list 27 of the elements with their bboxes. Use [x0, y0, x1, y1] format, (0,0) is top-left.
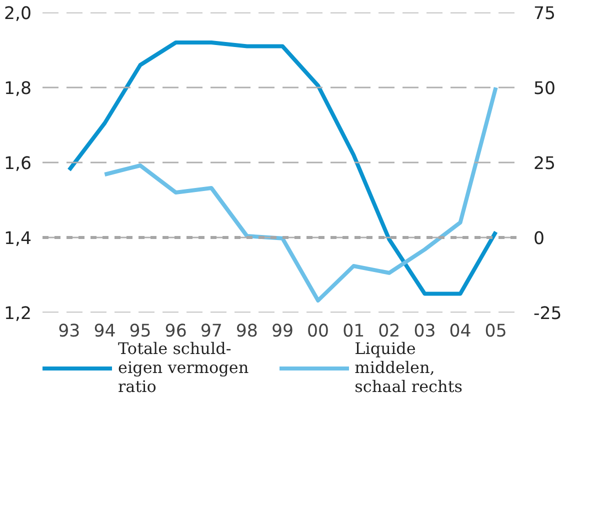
- x-tick-label: 95: [129, 322, 152, 342]
- x-tick-label: 98: [236, 322, 258, 342]
- y-tick-label: 1,4: [4, 229, 32, 249]
- line-series: [102, 86, 498, 302]
- x-tick-label: 99: [271, 322, 294, 342]
- y2-tick-label: -25: [534, 304, 562, 324]
- x-tick-label: 97: [200, 322, 222, 342]
- x-tick-label: 96: [164, 322, 187, 342]
- x-tick-label: 94: [94, 322, 116, 342]
- y2-tick-label: 25: [534, 154, 556, 174]
- y-tick-label: 1,6: [4, 154, 32, 174]
- y2-tick-label: 75: [534, 4, 556, 24]
- x-tick-label: 05: [484, 322, 507, 342]
- x-tick-label: 04: [449, 322, 472, 342]
- x-tick-label: 93: [58, 322, 80, 342]
- legend-label: Totale schuld-eigen vermogen ratio: [118, 339, 249, 396]
- x-tick-label: 01: [342, 322, 365, 342]
- y-tick-label: 1,2: [4, 304, 32, 324]
- x-tick-label: 00: [307, 322, 330, 342]
- y-tick-label: 2,0: [4, 4, 32, 24]
- x-tick-label: 02: [378, 322, 400, 342]
- x-tick-label: 03: [414, 322, 436, 342]
- y-tick-label: 1,8: [4, 79, 32, 99]
- legend-label: Liquide middelen, schaal rechts: [354, 339, 462, 396]
- y2-tick-label: 50: [534, 79, 556, 99]
- y2-tick-label: 0: [534, 229, 545, 249]
- line-series: [67, 40, 498, 296]
